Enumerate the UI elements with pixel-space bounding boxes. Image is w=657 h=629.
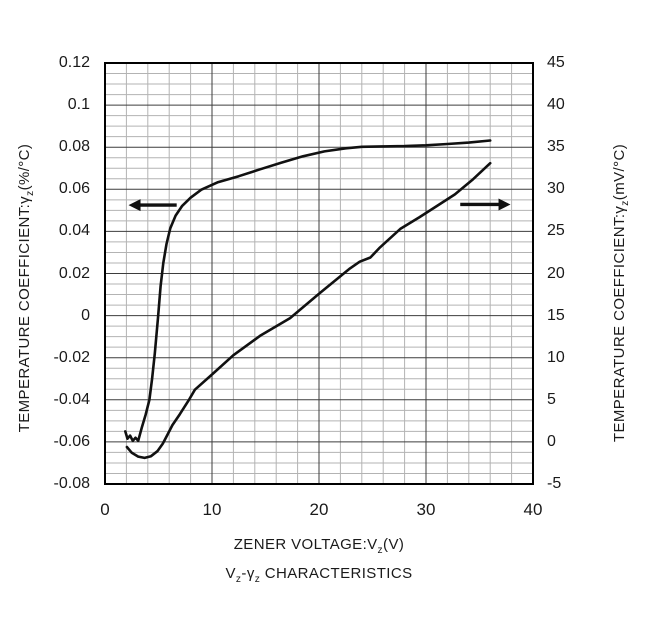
y-left-tick-label: 0.08 bbox=[58, 138, 90, 156]
y-right-title-subscript: z bbox=[620, 200, 631, 206]
y-right-tick-label: -5 bbox=[547, 475, 562, 492]
x-tick-label: 10 bbox=[202, 500, 222, 519]
y-left-title-units: (%/°C) bbox=[16, 143, 33, 191]
y-right-tick-label: 10 bbox=[547, 348, 565, 366]
curve-temp-coefficient-percent-per-degC bbox=[124, 139, 492, 443]
y-left-tick-label: -0.08 bbox=[53, 475, 90, 492]
x-tick-label: 40 bbox=[523, 500, 543, 519]
x-title-units: (V) bbox=[383, 536, 405, 553]
y-left-title-text: TEMPERATURE COEFFICIENT:γ bbox=[16, 195, 33, 433]
arrow-head-points-to-right-axis-icon bbox=[498, 198, 511, 211]
chart-caption: Vz-γz CHARACTERISTICS bbox=[225, 565, 413, 585]
x-tick-label: 30 bbox=[416, 500, 436, 519]
y-left-tick-label: -0.06 bbox=[53, 432, 90, 450]
plot-border bbox=[104, 62, 534, 485]
y-right-tick-label: 40 bbox=[547, 96, 565, 114]
y-left-tick-label: 0.06 bbox=[58, 180, 90, 198]
x-tick-label: 20 bbox=[309, 500, 329, 519]
x-title-text: ZENER VOLTAGE:V bbox=[233, 536, 378, 553]
y-right-tick-label: 20 bbox=[547, 264, 565, 282]
y-right-tick-label: 45 bbox=[547, 54, 565, 71]
y-right-tick-label: 5 bbox=[547, 390, 556, 408]
y-left-tick-label: -0.02 bbox=[53, 348, 90, 366]
y-right-title-text: TEMPERATURE COEFFICIENT:γ bbox=[611, 205, 628, 443]
y-left-tick-label: -0.04 bbox=[53, 390, 90, 408]
arrow-head-points-to-left-axis-icon bbox=[128, 199, 141, 212]
x-tick-label: 0 bbox=[100, 500, 110, 519]
y-right-tick-label: 15 bbox=[547, 306, 565, 324]
curve-temp-coefficient-mV-per-degC bbox=[125, 161, 492, 460]
x-axis-title: ZENER VOLTAGE:Vz(V) bbox=[234, 536, 405, 556]
y-left-tick-label: 0.02 bbox=[58, 264, 90, 282]
y-left-tick-label: 0.1 bbox=[67, 96, 90, 114]
y-right-tick-label: 25 bbox=[547, 222, 565, 240]
y-axis-title-left: TEMPERATURE COEFFICIENT:γz(%/°C) bbox=[16, 144, 36, 433]
y-left-tick-label: 0.04 bbox=[58, 222, 90, 240]
y-left-tick-label: 0 bbox=[81, 306, 90, 324]
y-right-tick-label: 35 bbox=[547, 138, 565, 156]
x-title-subscript: z bbox=[377, 545, 384, 556]
y-right-title-units: (mV/°C) bbox=[611, 143, 628, 201]
y-right-tick-label: 0 bbox=[547, 432, 556, 450]
y-left-tick-label: 0.12 bbox=[58, 54, 90, 71]
y-axis-title-right: TEMPERATURE COEFFICIENT:γz(mV/°C) bbox=[611, 144, 631, 442]
y-right-tick-label: 30 bbox=[547, 180, 565, 198]
y-left-title-subscript: z bbox=[25, 190, 36, 196]
